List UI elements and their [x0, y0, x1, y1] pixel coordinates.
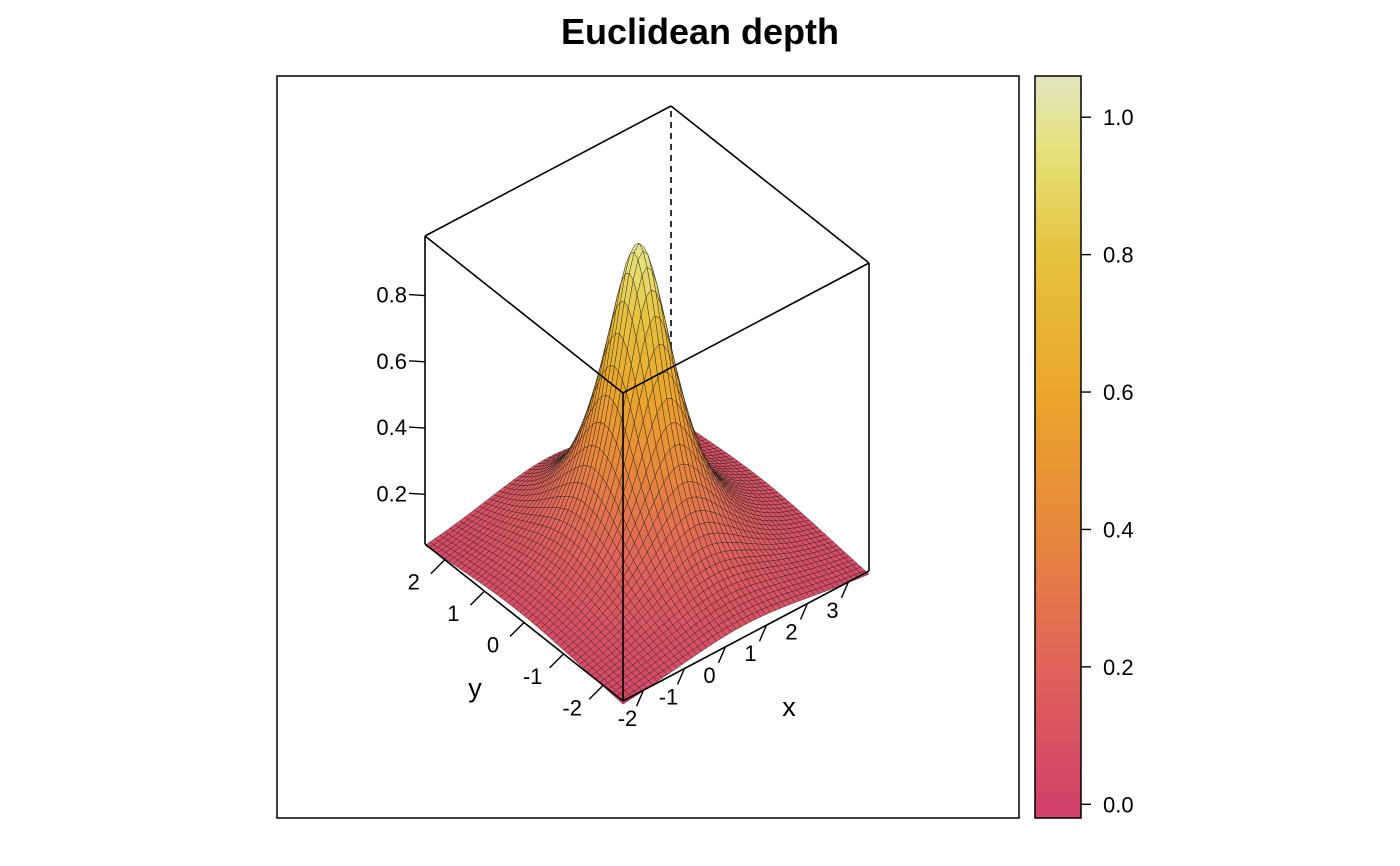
x-tick: [758, 624, 768, 642]
z-tick-label: 0.6: [376, 349, 407, 374]
y-axis-title: y: [468, 673, 482, 703]
x-tick-label: 3: [826, 598, 838, 623]
x-tick: [799, 603, 809, 620]
y-tick-label: 1: [447, 601, 459, 626]
box-edge: [622, 570, 870, 702]
y-tick: [430, 559, 446, 575]
box-edge: [670, 105, 870, 264]
x-tick: [676, 668, 686, 685]
colorbar-gradient: [1034, 75, 1082, 819]
colorbar-tick-label: 0.0: [1103, 792, 1134, 817]
y-tick: [509, 622, 525, 637]
axes: -2 -1 0 1 2 3 -2 -1 0 1 2 0.2 0.4 0.6 0.8: [376, 283, 850, 731]
colorbar-tick-label: 0.8: [1103, 243, 1134, 268]
x-axis-title: x: [782, 692, 796, 722]
x-tick: [717, 646, 727, 664]
x-tick-label: -2: [618, 706, 638, 731]
chart-title: Euclidean depth: [561, 11, 839, 52]
z-tick: [408, 360, 426, 363]
colorbar-tick-label: 0.6: [1103, 380, 1134, 405]
y-tick-label: -2: [562, 695, 582, 720]
x-tick-label: -1: [659, 685, 679, 710]
x-tick-label: 2: [785, 620, 797, 645]
z-tick-label: 0.2: [376, 481, 407, 506]
x-tick: [840, 581, 850, 599]
x-tick-label: 0: [703, 663, 715, 688]
y-tick-label: 0: [487, 633, 499, 658]
x-tick-label: 1: [744, 641, 756, 666]
colorbar: 0.0 0.2 0.4 0.6 0.8 1.0: [1034, 75, 1134, 819]
box-edge: [424, 235, 624, 394]
plot-panel: [276, 75, 1020, 819]
colorbar-tick-label: 0.2: [1103, 655, 1134, 680]
colorbar-tick-label: 0.4: [1103, 517, 1134, 542]
z-tick: [408, 293, 426, 297]
z-tick: [408, 492, 426, 496]
box-edge: [622, 262, 870, 394]
box-edge: [424, 105, 672, 237]
z-tick: [408, 426, 426, 429]
z-tick-label: 0.8: [376, 283, 407, 308]
y-tick: [588, 684, 604, 700]
box-front-edges: [424, 105, 870, 702]
y-tick-label: -1: [523, 664, 543, 689]
x-tick: [635, 689, 645, 707]
y-tick: [469, 590, 485, 606]
y-tick: [549, 653, 565, 669]
z-tick-label: 0.4: [376, 415, 407, 440]
surface-mesh: [424, 242, 870, 705]
y-tick-label: 2: [408, 570, 420, 595]
colorbar-tick-label: 1.0: [1103, 105, 1134, 130]
